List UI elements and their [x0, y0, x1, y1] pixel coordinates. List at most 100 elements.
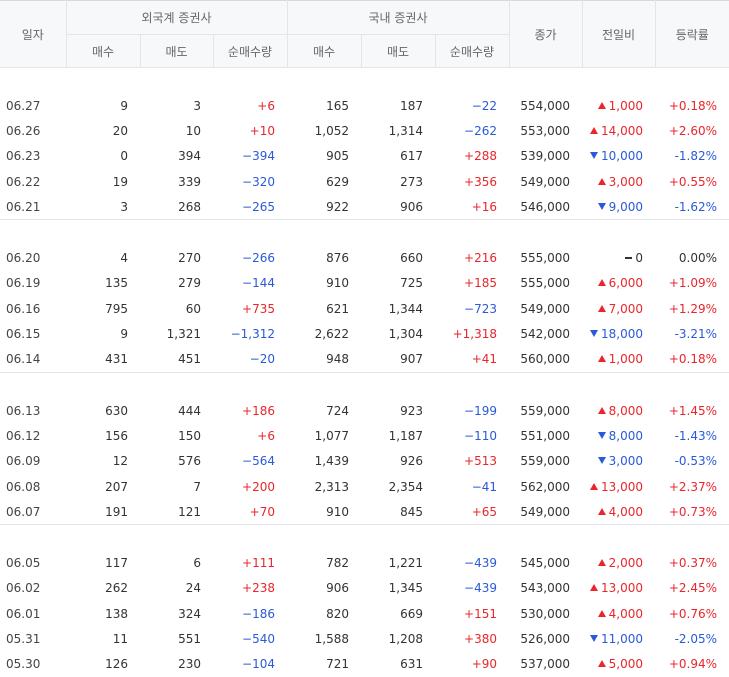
cell-close: 542,000 — [509, 321, 582, 346]
cell-close-value: 562,000 — [520, 479, 571, 494]
header-close: 종가 — [508, 0, 583, 68]
cell-foreign-sell: 444 — [140, 398, 213, 423]
cell-close-value: 555,000 — [520, 251, 571, 266]
cell-foreign-buy-value: 3 — [120, 199, 128, 214]
cell-foreign-buy: 191 — [66, 499, 140, 525]
cell-foreign-buy-value: 135 — [105, 276, 128, 291]
cell-foreign-sell: 24 — [140, 576, 213, 601]
table-row: 06.23 0 394 −394 905 617 +288 539,000 10,000 -1.8… — [0, 144, 729, 169]
cell-domestic-sell-value: 725 — [400, 276, 423, 291]
cell-date-value: 06.19 — [6, 276, 41, 291]
cell-foreign-sell-value: 150 — [178, 428, 201, 443]
header-rate: 등락률 — [654, 0, 729, 68]
cell-domestic-buy-value: 165 — [326, 98, 349, 113]
cell-domestic-buy: 905 — [287, 144, 361, 169]
table-body: 06.27 9 3 +6 165 187 −22 554,000 1,000 +0.18% 06.2… — [0, 68, 729, 677]
cell-domestic-sell-value: 631 — [400, 657, 423, 672]
cell-change-value: 6,000 — [608, 276, 644, 291]
cell-foreign-net: −564 — [213, 449, 287, 474]
cell-rate: +0.37% — [655, 550, 729, 575]
cell-change: 13,000 — [582, 474, 655, 499]
cell-foreign-buy-value: 20 — [112, 123, 128, 138]
cell-foreign-sell-value: 324 — [178, 606, 201, 621]
cell-close-value: 553,000 — [520, 123, 571, 138]
cell-domestic-net-value: −439 — [464, 581, 498, 596]
cell-date-value: 06.07 — [6, 504, 41, 519]
cell-change: 5,000 — [582, 652, 655, 677]
triangle-down-icon — [590, 634, 599, 642]
cell-date-value: 06.12 — [6, 428, 41, 443]
dash-icon — [625, 256, 633, 259]
cell-close: 555,000 — [509, 245, 582, 270]
cell-rate: -0.53% — [655, 449, 729, 474]
cell-domestic-sell: 1,344 — [361, 296, 435, 321]
cell-close-value: 539,000 — [520, 149, 571, 164]
cell-foreign-sell: 270 — [140, 245, 213, 270]
cell-rate: -3.21% — [655, 321, 729, 346]
cell-foreign-buy: 19 — [66, 169, 140, 194]
cell-rate: +0.18% — [655, 93, 729, 118]
cell-foreign-buy: 126 — [66, 652, 140, 677]
cell-domestic-buy-value: 621 — [326, 301, 349, 316]
cell-domestic-net: +41 — [435, 347, 509, 373]
cell-close-value: 560,000 — [520, 352, 571, 367]
cell-domestic-net: +65 — [435, 499, 509, 525]
cell-rate: +0.76% — [655, 601, 729, 626]
table-row: 06.27 9 3 +6 165 187 −22 554,000 1,000 +0.18% — [0, 93, 729, 118]
cell-foreign-net-value: −104 — [242, 657, 275, 672]
cell-close: 559,000 — [509, 398, 582, 423]
cell-foreign-sell: 324 — [140, 601, 213, 626]
table-row: 06.13 630 444 +186 724 923 −199 559,000 8,000 +1.… — [0, 398, 729, 423]
cell-foreign-net: −394 — [213, 144, 287, 169]
cell-rate-value: +0.73% — [668, 504, 718, 519]
cell-domestic-sell: 923 — [361, 398, 435, 423]
cell-date: 05.31 — [0, 626, 66, 651]
cell-change-value: 3,000 — [608, 174, 644, 189]
cell-date-value: 06.13 — [6, 403, 41, 418]
cell-rate: 0.00% — [655, 245, 729, 270]
triangle-down-icon — [597, 431, 606, 439]
cell-domestic-buy-value: 782 — [326, 556, 349, 571]
cell-date: 06.16 — [0, 296, 66, 321]
cell-date-value: 06.21 — [6, 199, 41, 214]
cell-domestic-buy: 910 — [287, 271, 361, 296]
cell-foreign-net: +186 — [213, 398, 287, 423]
cell-date-value: 06.08 — [6, 479, 41, 494]
cell-foreign-buy-value: 11 — [112, 631, 128, 646]
cell-change-value: 1,000 — [608, 352, 644, 367]
cell-change: 7,000 — [582, 296, 655, 321]
cell-date-value: 06.05 — [6, 556, 41, 571]
cell-domestic-sell-value: 923 — [400, 403, 423, 418]
table-row: 06.07 191 121 +70 910 845 +65 549,000 4,000 +0.73… — [0, 499, 729, 525]
group-spacer — [0, 371, 729, 398]
cell-domestic-sell: 1,304 — [361, 321, 435, 346]
cell-rate: -1.82% — [655, 144, 729, 169]
cell-domestic-buy-value: 2,313 — [314, 479, 349, 494]
triangle-up-icon — [597, 304, 606, 312]
cell-change: 14,000 — [582, 118, 655, 143]
header-foreign-brokers: 외국계 증권사 — [65, 0, 288, 35]
cell-domestic-buy-value: 1,077 — [314, 428, 349, 443]
header-change: 전일비 — [581, 0, 656, 68]
cell-date: 06.26 — [0, 118, 66, 143]
cell-foreign-sell-value: 1,321 — [166, 327, 201, 342]
cell-date-value: 05.31 — [6, 631, 41, 646]
cell-foreign-net-value: +111 — [242, 556, 275, 571]
cell-foreign-sell: 60 — [140, 296, 213, 321]
cell-domestic-sell-value: 1,314 — [388, 123, 423, 138]
cell-rate-value: -3.21% — [674, 327, 718, 342]
cell-domestic-sell: 617 — [361, 144, 435, 169]
cell-foreign-buy-value: 795 — [105, 301, 128, 316]
cell-domestic-net-value: +356 — [464, 174, 498, 189]
cell-date: 06.14 — [0, 347, 66, 373]
cell-domestic-sell-value: 1,208 — [388, 631, 423, 646]
cell-change: 13,000 — [582, 576, 655, 601]
cell-change-value: 8,000 — [608, 403, 644, 418]
table-row: 06.01 138 324 −186 820 669 +151 530,000 4,000 +0.… — [0, 601, 729, 626]
cell-close: 526,000 — [509, 626, 582, 651]
cell-domestic-sell-value: 2,354 — [388, 479, 423, 494]
cell-date-value: 06.02 — [6, 581, 41, 596]
cell-foreign-net: +200 — [213, 474, 287, 499]
cell-foreign-sell-value: 268 — [178, 199, 201, 214]
cell-domestic-buy-value: 629 — [326, 174, 349, 189]
